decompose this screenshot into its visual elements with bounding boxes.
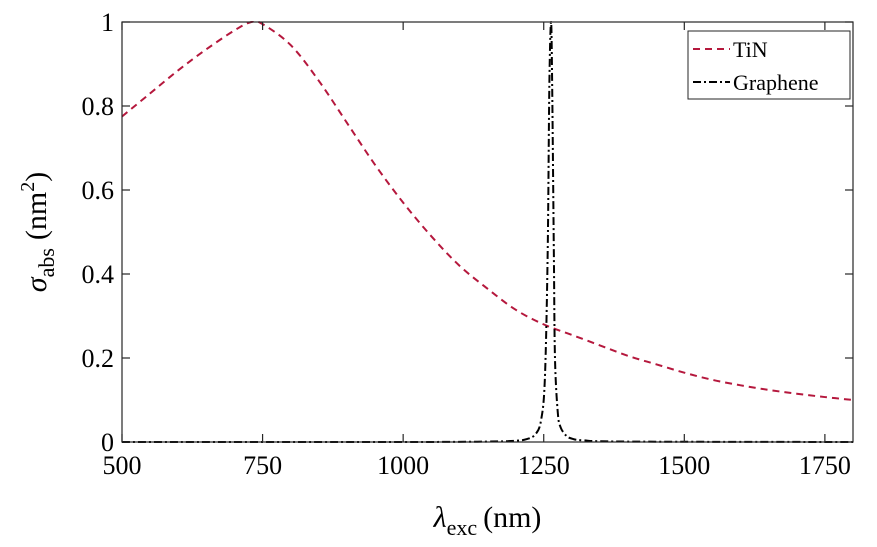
y-tick-label: 0.6	[82, 176, 115, 205]
y-axis-superscript: 2	[17, 182, 39, 192]
x-axis-subscript: exc	[447, 515, 478, 540]
y-tick-label: 0.4	[82, 260, 115, 289]
series-line-graphene	[122, 21, 853, 443]
x-axis-unit: (nm)	[483, 501, 541, 534]
y-axis-unit-open: (nm	[20, 192, 53, 240]
legend-box	[687, 30, 851, 100]
y-tick-label: 0.2	[82, 344, 115, 373]
x-tick-label: 1250	[518, 451, 570, 480]
series-lines	[122, 21, 853, 443]
axis-ticks	[121, 21, 853, 443]
x-axis-label: λexc (nm)	[433, 501, 542, 540]
x-tick-label: 1500	[658, 451, 710, 480]
legend-label-graphene: Graphene	[733, 70, 819, 95]
x-tick-label: 1750	[799, 451, 851, 480]
legend: TiN Graphene	[687, 30, 851, 100]
y-axis-symbol: σ	[20, 276, 53, 292]
y-axis-label: σabs (nm2)	[17, 172, 59, 292]
y-axis-subscript: abs	[34, 248, 59, 277]
y-axis-unit-close: )	[20, 172, 53, 182]
x-tick-label: 1000	[377, 451, 429, 480]
legend-label-tin: TiN	[733, 37, 768, 62]
y-tick-label: 0.8	[82, 92, 115, 121]
y-tick-label: 0	[101, 428, 114, 457]
axis-tick-labels: 500 750 1000 1250 1500 1750 0 0.2 0.4 0.6 0.8 1	[82, 8, 851, 480]
x-tick-label: 500	[103, 451, 142, 480]
series-line-tin	[122, 21, 853, 401]
y-tick-label: 1	[101, 8, 114, 37]
x-tick-label: 750	[243, 451, 282, 480]
x-axis-symbol: λ	[433, 501, 447, 534]
axes-box	[121, 21, 854, 443]
